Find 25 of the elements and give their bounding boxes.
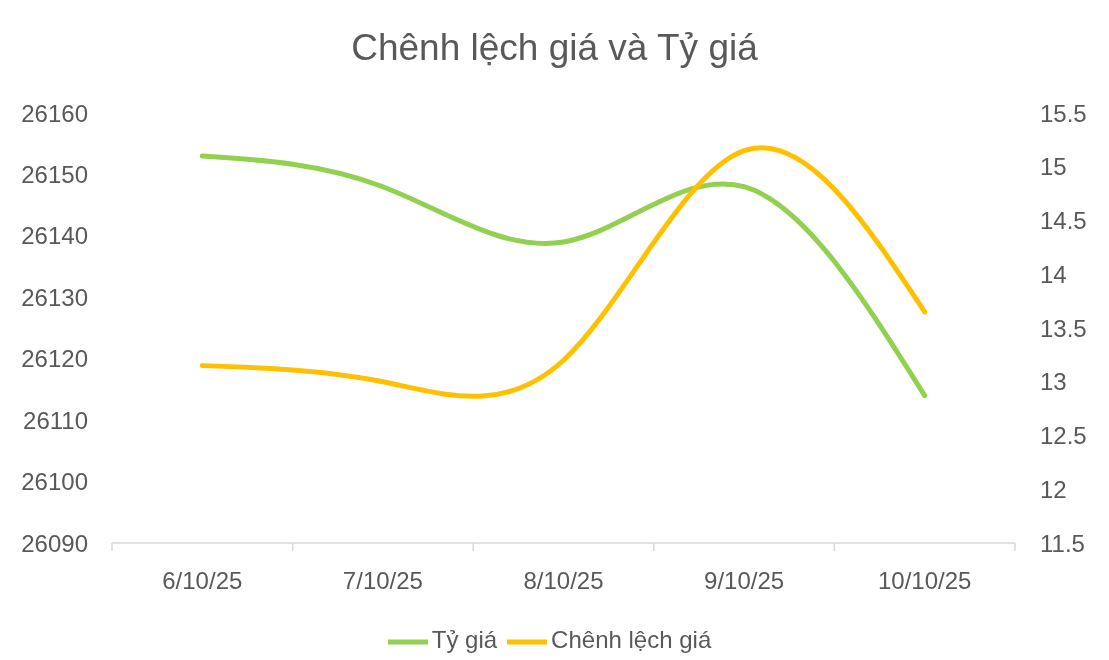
y-tick-label: 26120 — [21, 345, 88, 373]
y2-tick-label: 15.5 — [1040, 99, 1087, 127]
y2-tick-label: 13 — [1040, 368, 1067, 396]
legend-label: Chênh lệch giá — [551, 626, 712, 654]
x-tick-label: 8/10/25 — [523, 566, 604, 594]
y-tick-label: 26130 — [21, 283, 88, 311]
y-tick-label: 26160 — [21, 99, 88, 127]
x-tick-label: 10/10/25 — [877, 566, 972, 594]
y2-tick-label: 14.5 — [1040, 207, 1087, 235]
y-tick-label: 26090 — [21, 529, 88, 557]
y2-tick-label: 15 — [1040, 153, 1067, 181]
y-tick-label: 26100 — [21, 468, 88, 496]
y2-tick-label: 12.5 — [1040, 422, 1087, 450]
x-tick-label: 9/10/25 — [704, 566, 785, 594]
y2-tick-label: 14 — [1040, 260, 1067, 288]
y-tick-label: 26150 — [21, 160, 88, 188]
x-tick-label: 6/10/25 — [162, 566, 243, 594]
chart-title: Chênh lệch giá và Tỷ giá — [350, 26, 759, 70]
legend-label: Tỷ giá — [431, 626, 498, 654]
y-tick-label: 26110 — [23, 406, 88, 434]
y2-tick-label: 12 — [1040, 475, 1067, 503]
y2-tick-label: 13.5 — [1040, 314, 1087, 342]
y2-tick-label: 11.5 — [1040, 529, 1085, 557]
x-tick-label: 7/10/25 — [342, 566, 423, 594]
y-tick-label: 26140 — [21, 222, 88, 250]
